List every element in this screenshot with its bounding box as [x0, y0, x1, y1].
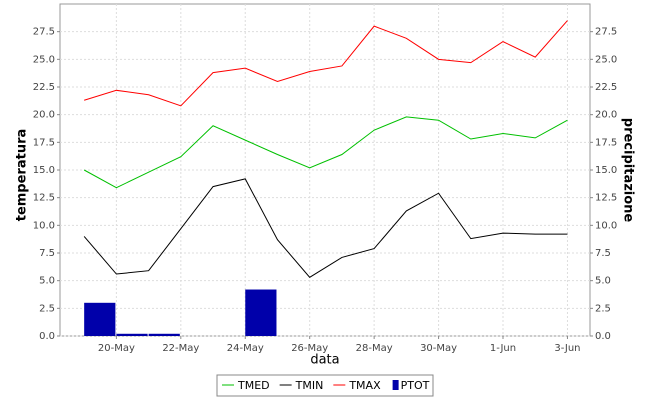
y2-tick-label: 22.5 [595, 82, 617, 93]
y-tick-label: 10.0 [33, 220, 55, 231]
y2-axis-title: precipitazione [621, 118, 636, 223]
bar [116, 333, 148, 336]
bar [148, 333, 180, 336]
y2-tick-label: 17.5 [595, 137, 617, 148]
x-tick-label: 30-May [420, 343, 457, 354]
y-tick-label: 0.0 [39, 331, 55, 342]
y2-tick-label: 27.5 [595, 27, 617, 38]
y-tick-label: 12.5 [33, 193, 55, 204]
y-axis-title: temperatura [15, 129, 30, 222]
y-tick-label: 22.5 [33, 82, 55, 93]
legend-label: PTOT [401, 379, 430, 392]
bar [245, 289, 277, 336]
legend-label: TMIN [295, 379, 324, 392]
x-tick-label: 3-Jun [554, 343, 580, 354]
bar [84, 302, 116, 336]
y-tick-label: 27.5 [33, 27, 55, 38]
y2-tick-label: 25.0 [595, 54, 617, 65]
x-tick-label: 24-May [227, 343, 264, 354]
line [83, 178, 568, 278]
y-tick-label: 2.5 [39, 303, 55, 314]
line [83, 116, 568, 189]
y-tick-label: 7.5 [39, 248, 55, 259]
y-tick-label: 25.0 [33, 54, 55, 65]
legend-label: TMED [237, 379, 270, 392]
y2-tick-label: 5.0 [595, 276, 611, 287]
y-tick-label: 15.0 [33, 165, 55, 176]
y2-tick-label: 12.5 [595, 193, 617, 204]
y-tick-label: 17.5 [33, 137, 55, 148]
x-axis-title: data [310, 353, 339, 368]
x-tick-label: 1-Jun [490, 343, 516, 354]
x-tick-label: 22-May [162, 343, 199, 354]
x-tick-label: 26-May [291, 343, 328, 354]
y2-tick-label: 2.5 [595, 303, 611, 314]
x-tick-label: 28-May [356, 343, 393, 354]
y2-tick-label: 15.0 [595, 165, 617, 176]
y2-tick-label: 10.0 [595, 220, 617, 231]
line [84, 20, 568, 107]
y-tick-label: 20.0 [33, 110, 55, 121]
legend-swatch [392, 380, 399, 390]
x-tick-label: 20-May [98, 343, 135, 354]
legend-label: TMAX [348, 379, 381, 392]
y2-tick-label: 7.5 [595, 248, 611, 259]
legend [216, 374, 434, 397]
y2-tick-label: 20.0 [595, 110, 617, 121]
y2-tick-label: 0.0 [595, 331, 611, 342]
y-tick-label: 5.0 [39, 276, 55, 287]
